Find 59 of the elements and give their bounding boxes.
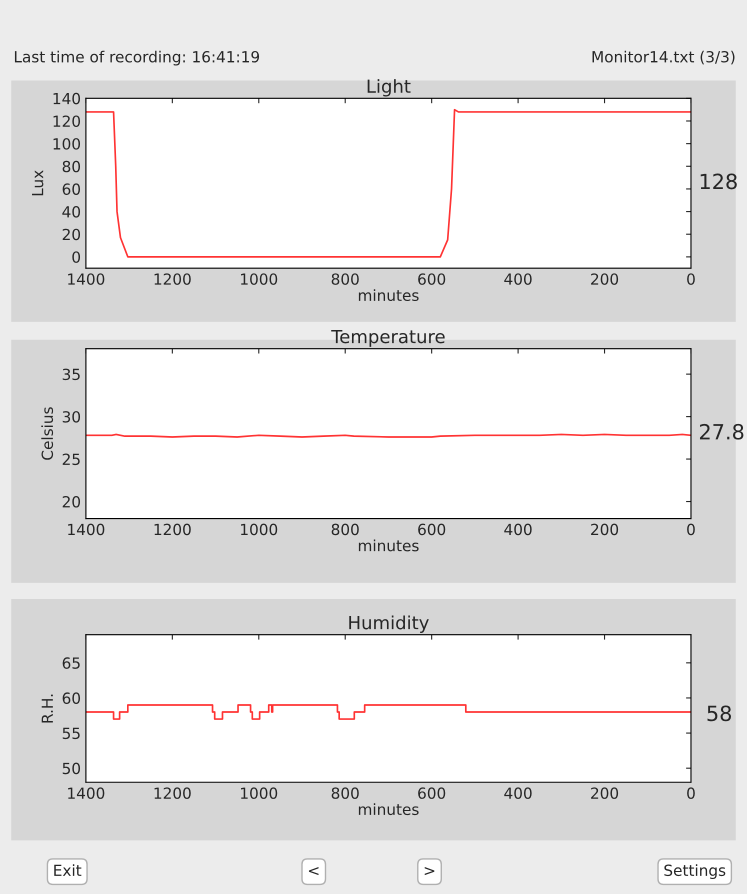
text: Monitor14.txt (3/3) — [592, 50, 734, 64]
x-tick-label: 400 — [504, 273, 532, 285]
x-tick-label: 1200 — [154, 273, 191, 285]
x-tick-label: 200 — [591, 524, 618, 536]
x-tick-label: 1400 — [68, 273, 104, 285]
text: < — [308, 866, 319, 876]
x-tick-label: 600 — [418, 524, 446, 536]
x-tick-label: 0 — [687, 787, 695, 799]
x-tick-label: 1200 — [154, 787, 191, 799]
x-tick-label: 1000 — [241, 273, 278, 285]
y-tick-label: 20 — [62, 228, 80, 240]
x-tick-label: 200 — [591, 787, 618, 799]
text: 27.8 — [700, 424, 744, 440]
x-tick-label: 0 — [687, 524, 695, 536]
y-tick-label: 35 — [62, 368, 80, 380]
x-tick-label: 800 — [332, 524, 359, 536]
x-tick-label: 600 — [418, 273, 446, 285]
x-tick-label: 400 — [504, 524, 532, 536]
y-tick-label: 30 — [62, 411, 80, 423]
x-tick-label: 800 — [332, 273, 359, 285]
x-tick-label: 600 — [418, 787, 446, 799]
text: 128 — [700, 174, 737, 190]
y-tick-label: 120 — [54, 115, 80, 128]
text: > — [424, 866, 434, 876]
text: Settings — [664, 864, 726, 880]
text: Last time of recording: 16:41:19 — [14, 50, 260, 66]
y-tick-label: 50 — [62, 762, 80, 774]
x-tick-label: 0 — [687, 273, 695, 285]
y-tick-label: 20 — [62, 496, 80, 508]
chart-title: Light — [368, 79, 411, 97]
line-series — [86, 108, 691, 258]
x-tick-label: 1400 — [68, 524, 104, 536]
chart-title: Temperature — [331, 330, 445, 347]
x-tick-label: 400 — [504, 787, 532, 799]
y-tick-label: 40 — [62, 206, 80, 218]
y-tick-label: 60 — [62, 692, 80, 704]
y-axis-title: Lux — [32, 170, 44, 196]
x-tick-label: 800 — [332, 787, 359, 799]
y-tick-label: 140 — [54, 92, 80, 104]
x-tick-label: 1000 — [241, 787, 278, 799]
x-tick-label: 1200 — [154, 524, 191, 536]
x-tick-label: 1000 — [241, 524, 278, 536]
x-axis-title: minutes — [358, 540, 419, 552]
y-tick-label: 25 — [62, 454, 80, 466]
text: 58 — [708, 705, 731, 722]
y-tick-label: 0 — [72, 251, 80, 263]
x-tick-label: 1400 — [68, 787, 104, 799]
chart-title: Humidity — [349, 615, 429, 633]
x-axis-title: minutes — [358, 803, 419, 816]
x-axis-title: minutes — [358, 289, 419, 302]
y-tick-label: 80 — [62, 160, 80, 172]
text: Exit — [54, 864, 82, 876]
x-tick-label: 200 — [591, 273, 618, 285]
y-tick-label: 100 — [54, 138, 80, 150]
y-tick-label: 65 — [62, 657, 80, 669]
y-tick-label: 60 — [62, 183, 80, 195]
y-axis-title: R.H. — [42, 694, 53, 722]
y-tick-label: 55 — [62, 728, 80, 740]
y-axis-title: Celsius — [41, 407, 54, 460]
